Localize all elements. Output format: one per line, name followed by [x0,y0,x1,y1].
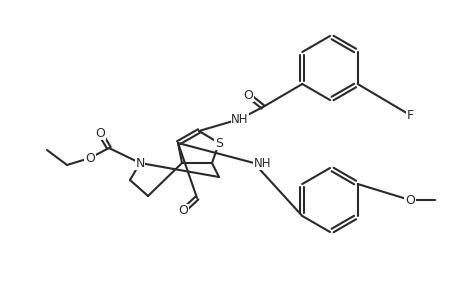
Text: O: O [95,127,105,140]
Text: O: O [178,205,188,218]
Text: N: N [135,157,145,169]
Text: F: F [406,109,413,122]
Text: O: O [85,152,95,164]
Text: NH: NH [253,157,271,169]
Text: O: O [404,194,414,206]
Text: O: O [242,88,252,101]
Text: S: S [214,136,223,149]
Text: NH: NH [231,112,248,125]
